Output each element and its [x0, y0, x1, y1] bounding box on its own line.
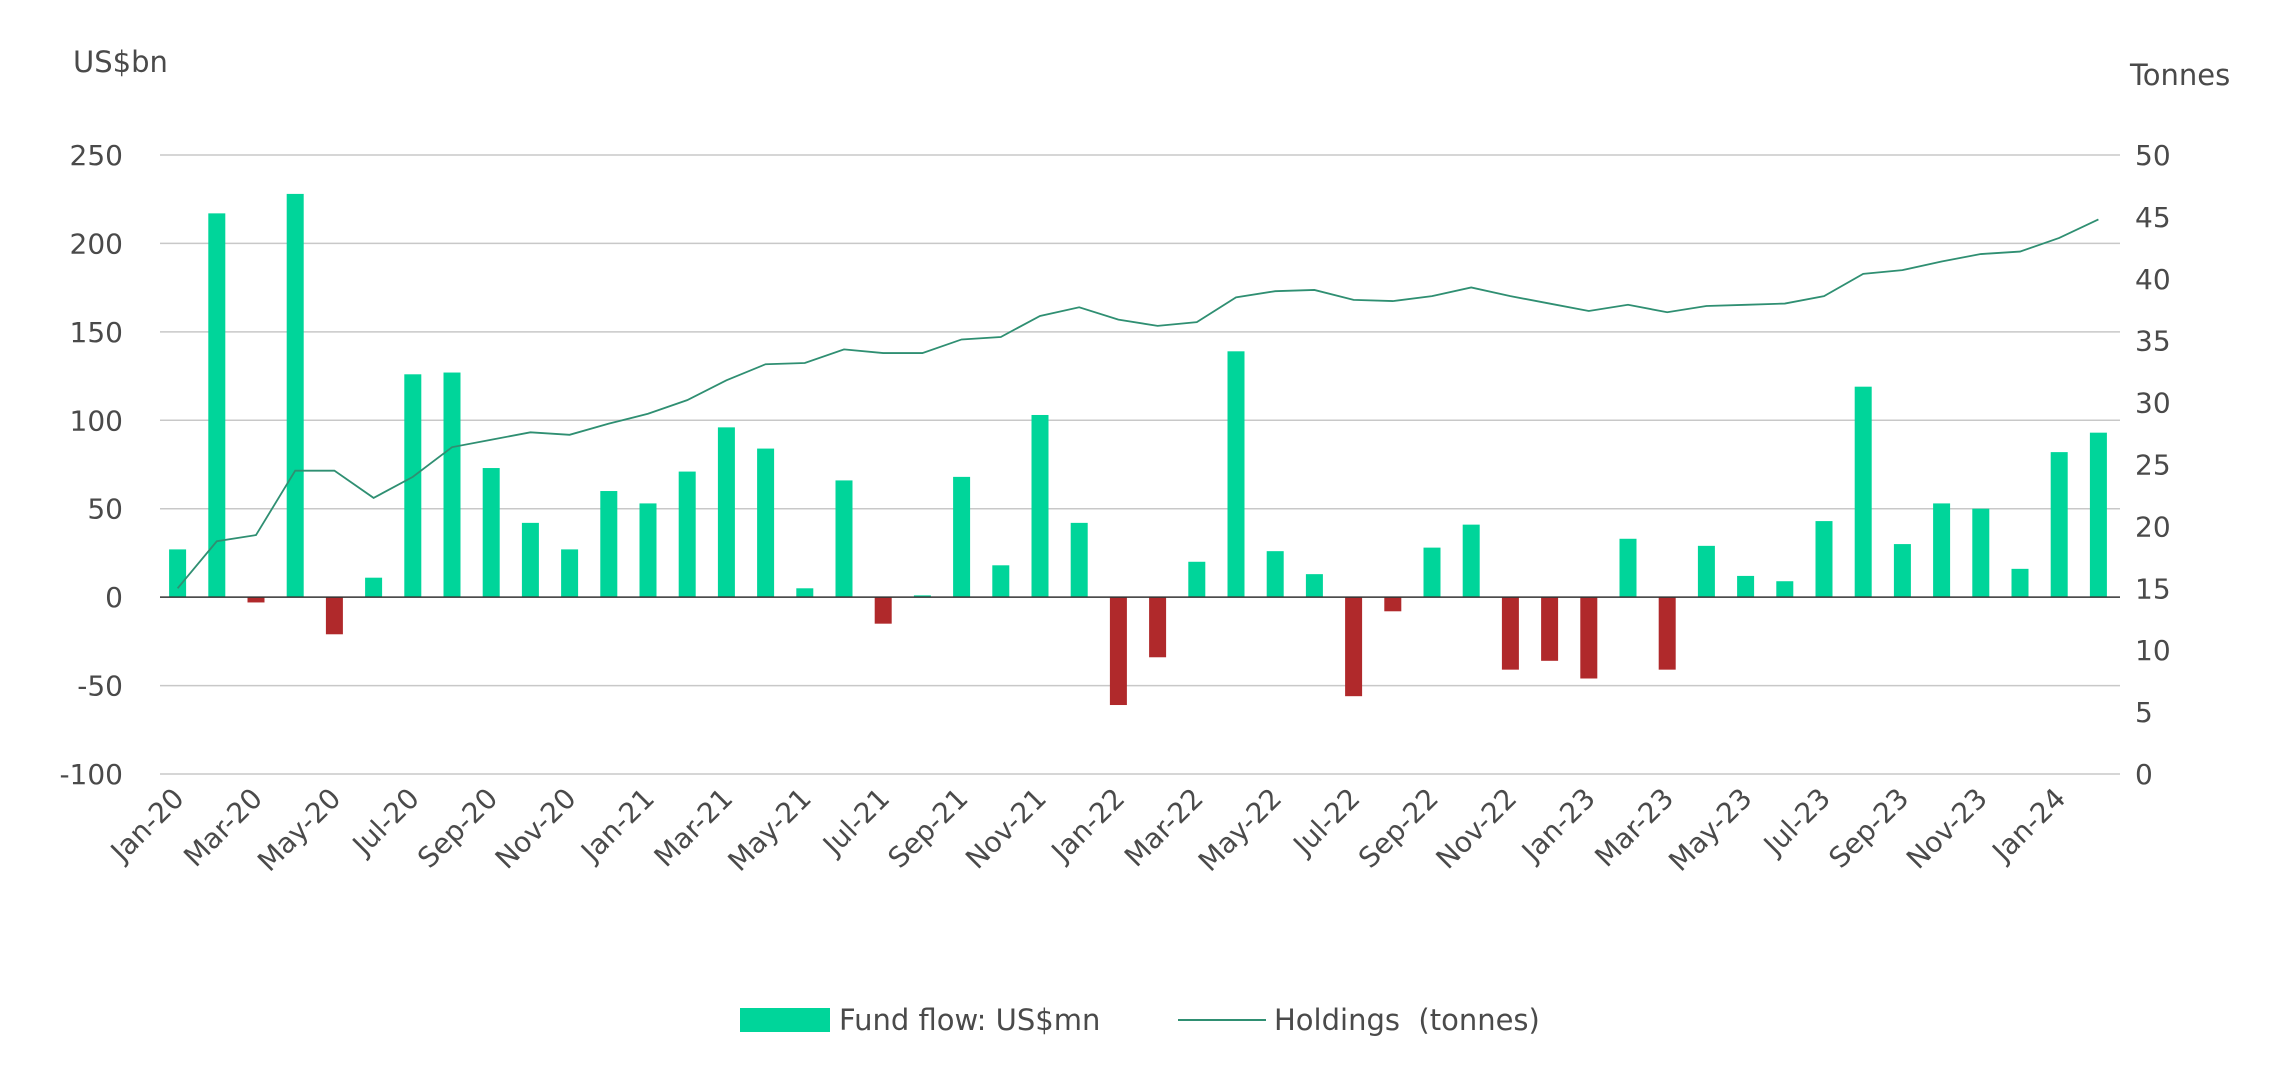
- bar-Jun-23: [1776, 581, 1793, 597]
- bar-Aug-23: [1855, 387, 1872, 597]
- bar-Jul-20: [404, 374, 421, 597]
- bar-Mar-20: [248, 597, 265, 602]
- x-tick-label: Sep-23: [1822, 782, 1915, 875]
- left-tick-label: 50: [87, 493, 123, 526]
- right-tick-label: 45: [2135, 201, 2171, 234]
- bar-May-21: [796, 588, 813, 597]
- bar-May-20: [326, 597, 343, 634]
- bar-Jan-20: [169, 549, 186, 597]
- x-tick-label: Nov-20: [489, 782, 583, 876]
- bar-Jul-21: [875, 597, 892, 624]
- bar-Apr-23: [1698, 546, 1715, 597]
- right-tick-label: 30: [2135, 387, 2171, 420]
- x-tick-label: Sep-22: [1352, 782, 1445, 875]
- right-axis-label: Tonnes: [2129, 58, 2230, 92]
- bar-Sep-22: [1424, 548, 1441, 598]
- x-tick-label: Nov-21: [959, 782, 1053, 876]
- bar-Jun-21: [836, 480, 853, 597]
- x-tick-label: Jan-20: [103, 782, 191, 870]
- bar-Sep-23: [1894, 544, 1911, 597]
- right-tick-label: 35: [2135, 325, 2171, 358]
- left-tick-label: -100: [59, 758, 123, 791]
- bar-May-22: [1267, 551, 1284, 597]
- legend-label-fund-flow: Fund flow: US$mn: [839, 1003, 1100, 1037]
- bar-Jul-22: [1345, 597, 1362, 696]
- left-tick-label: 250: [70, 139, 123, 172]
- bar-Nov-21: [1032, 415, 1049, 597]
- legend-swatch-fund-flow: [740, 1008, 830, 1032]
- legend: Fund flow: US$mn Holdings (tonnes): [740, 1003, 1540, 1037]
- x-tick-label: Nov-22: [1430, 782, 1524, 876]
- x-tick-label: Sep-21: [882, 782, 975, 875]
- bar-Jan-24: [2051, 452, 2068, 597]
- x-tick-label: May-20: [251, 782, 347, 878]
- bar-Jan-23: [1580, 597, 1597, 678]
- bar-Feb-23: [1620, 539, 1637, 597]
- bar-Dec-22: [1541, 597, 1558, 661]
- legend-label-holdings: Holdings (tonnes): [1274, 1003, 1540, 1037]
- x-tick-label: May-23: [1662, 782, 1758, 878]
- holdings-line: [178, 219, 2099, 588]
- x-tick-label: Jan-22: [1044, 782, 1132, 870]
- bar-Feb-21: [679, 472, 696, 598]
- bar-Oct-23: [1933, 503, 1950, 597]
- bar-May-23: [1737, 576, 1754, 597]
- bar-Feb-24: [2090, 433, 2107, 597]
- x-tick-label: Sep-20: [411, 782, 504, 875]
- right-tick-label: 10: [2135, 634, 2171, 667]
- bar-Oct-21: [992, 565, 1009, 597]
- x-tick-label: May-22: [1192, 782, 1288, 878]
- bar-Aug-22: [1384, 597, 1401, 611]
- right-tick-label: 50: [2135, 139, 2171, 172]
- bar-Sep-20: [483, 468, 500, 597]
- bar-Jun-20: [365, 578, 382, 597]
- bar-Apr-20: [287, 194, 304, 597]
- bar-Dec-23: [2012, 569, 2029, 597]
- bar-Jul-23: [1816, 521, 1833, 597]
- left-tick-label: -50: [77, 670, 123, 703]
- bar-Mar-21: [718, 427, 735, 597]
- bar-Oct-20: [522, 523, 539, 597]
- x-tick-label: Jan-23: [1514, 782, 1602, 870]
- right-tick-label: 15: [2135, 572, 2171, 605]
- bar-Mar-22: [1188, 562, 1205, 597]
- bar-Sep-21: [953, 477, 970, 597]
- bar-Jun-22: [1306, 574, 1323, 597]
- bar-Apr-21: [757, 449, 774, 598]
- bar-Nov-23: [1972, 509, 1989, 597]
- left-tick-label: 100: [70, 404, 123, 437]
- right-tick-label: 0: [2135, 758, 2153, 791]
- left-tick-label: 150: [70, 316, 123, 349]
- right-tick-label: 40: [2135, 263, 2171, 296]
- bar-Dec-20: [600, 491, 617, 597]
- bar-Mar-23: [1659, 597, 1676, 670]
- bar-Apr-22: [1228, 351, 1245, 597]
- right-tick-label: 5: [2135, 696, 2153, 729]
- bar-Feb-22: [1149, 597, 1166, 657]
- bar-Oct-22: [1463, 525, 1480, 598]
- bar-Jan-22: [1110, 597, 1127, 705]
- x-tick-label: May-21: [721, 782, 817, 878]
- bar-Aug-20: [444, 373, 461, 598]
- bar-Nov-22: [1502, 597, 1519, 670]
- x-tick-label: Nov-23: [1900, 782, 1994, 876]
- right-tick-label: 25: [2135, 449, 2171, 482]
- bar-Dec-21: [1071, 523, 1088, 597]
- x-tick-label: Jan-24: [1985, 782, 2073, 870]
- left-axis-label: US$bn: [73, 45, 168, 79]
- bar-Nov-20: [561, 549, 578, 597]
- right-tick-label: 20: [2135, 510, 2171, 543]
- x-tick-label: Jan-21: [573, 782, 661, 870]
- bar-Jan-21: [640, 503, 657, 597]
- left-tick-label: 200: [70, 227, 123, 260]
- left-tick-label: 0: [105, 581, 123, 614]
